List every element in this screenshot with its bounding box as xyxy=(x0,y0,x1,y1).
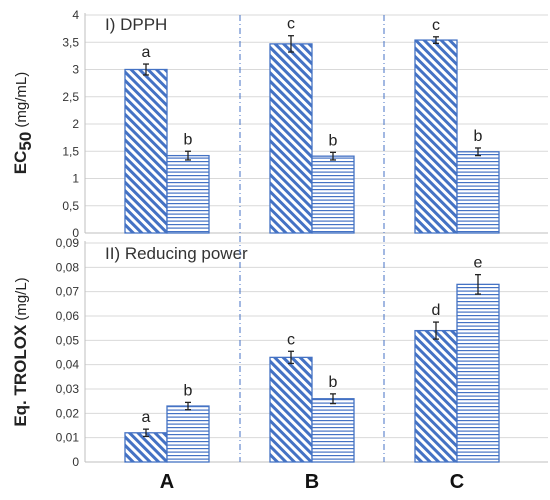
y-tick-label: 2,5 xyxy=(62,90,79,104)
y-axis-label-unit: (mg/L) xyxy=(13,277,30,320)
significance-label: a xyxy=(142,409,151,426)
bar-horizontal xyxy=(166,154,210,234)
significance-label: b xyxy=(184,131,193,148)
y-axis-label-main: Eq. TROLOX xyxy=(11,324,30,427)
y-tick-label: 2 xyxy=(72,117,79,131)
bar-horizontal xyxy=(456,151,500,234)
x-category-label: B xyxy=(305,471,319,493)
error-bar xyxy=(330,151,336,161)
significance-label: c xyxy=(432,17,440,34)
error-bar xyxy=(143,428,149,438)
bar-horizontal xyxy=(456,283,500,463)
significance-label: b xyxy=(329,374,338,391)
y-tick-label: 4 xyxy=(72,8,79,22)
error-bar xyxy=(288,35,294,53)
y-tick-label: 0,07 xyxy=(56,285,80,299)
error-bar xyxy=(288,350,294,365)
y-axis-label-subscript: 50 xyxy=(16,132,35,151)
panel-title: II) Reducing power xyxy=(105,244,248,263)
y-tick-label: 0,5 xyxy=(62,199,79,213)
significance-label: c xyxy=(287,331,295,348)
y-tick-label: 3 xyxy=(72,63,79,77)
bar-diagonal xyxy=(124,68,168,234)
y-tick-label: 0,01 xyxy=(56,431,80,445)
y-tick-label: 0 xyxy=(72,455,79,469)
significance-label: c xyxy=(287,16,295,33)
bar-horizontal xyxy=(166,405,210,463)
x-category-label: C xyxy=(450,471,464,493)
y-axis-label-main: EC xyxy=(11,151,30,175)
y-axis-label: Eq. TROLOX (mg/L) xyxy=(11,277,30,426)
bar-diagonal xyxy=(414,39,458,234)
y-tick-label: 0,05 xyxy=(56,333,80,347)
error-bar xyxy=(185,401,191,411)
significance-label: e xyxy=(474,255,483,272)
bar-diagonal xyxy=(269,43,313,234)
error-bar xyxy=(433,36,439,44)
y-tick-label: 3,5 xyxy=(62,35,79,49)
bar-diagonal xyxy=(124,432,168,463)
bar-diagonal xyxy=(414,329,458,463)
y-tick-label: 0,09 xyxy=(56,236,80,250)
y-tick-label: 1 xyxy=(72,172,79,186)
y-tick-label: 0,06 xyxy=(56,309,80,323)
significance-label: b xyxy=(329,132,338,149)
bar-horizontal xyxy=(311,155,355,234)
significance-label: b xyxy=(184,382,193,399)
error-bar xyxy=(433,321,439,340)
y-tick-label: 0,04 xyxy=(56,358,80,372)
error-bar xyxy=(143,63,149,76)
bar-diagonal xyxy=(269,356,313,463)
significance-label: d xyxy=(432,302,441,319)
y-tick-label: 1,5 xyxy=(62,144,79,158)
panel-reducing-power: 0 0,01 0,02 0,03 0,04 0,05 0,06 0,07 0,08 0,09 a c… xyxy=(11,236,548,469)
y-tick-label: 0,02 xyxy=(56,406,80,420)
error-bar xyxy=(475,147,481,157)
y-tick-label: 0,03 xyxy=(56,382,80,396)
y-tick-label: 0,08 xyxy=(56,260,80,274)
x-category-label: A xyxy=(160,471,174,493)
y-tick-label: 0 xyxy=(72,226,79,240)
panel-title: I) DPPH xyxy=(105,15,167,34)
y-axis-label-unit: (mg/mL) xyxy=(13,72,30,128)
error-bar xyxy=(185,150,191,161)
error-bar xyxy=(475,273,481,295)
bar-horizontal xyxy=(311,398,355,463)
y-axis-label: EC50 (mg/mL) xyxy=(11,72,35,174)
x-axis-categories: A B C xyxy=(160,471,464,493)
error-bar xyxy=(330,393,336,405)
group-separators xyxy=(239,15,385,462)
significance-label: b xyxy=(474,128,483,145)
panel-dpph: 0 0,5 1 1,5 2 2,5 3 3,5 4 a c c b b b I) DPPH EC50 (mg… xyxy=(11,8,548,240)
significance-label: a xyxy=(142,44,151,61)
